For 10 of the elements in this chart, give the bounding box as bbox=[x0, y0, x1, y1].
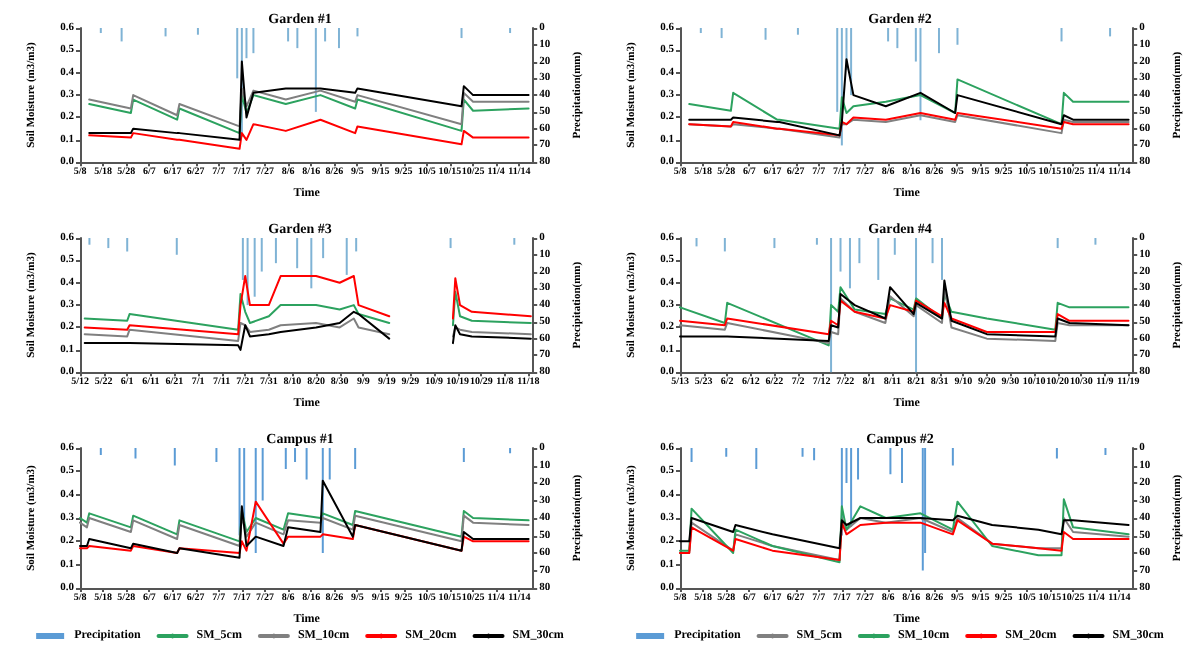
line-series bbox=[688, 78, 1130, 130]
line-series bbox=[88, 118, 530, 150]
line-series bbox=[679, 514, 1130, 550]
line-series bbox=[679, 299, 1130, 336]
line-series bbox=[88, 87, 530, 128]
line-series bbox=[88, 60, 530, 141]
line-series bbox=[79, 479, 530, 559]
line-series bbox=[679, 498, 1130, 564]
line-series bbox=[88, 94, 530, 135]
line-series bbox=[688, 58, 1130, 137]
